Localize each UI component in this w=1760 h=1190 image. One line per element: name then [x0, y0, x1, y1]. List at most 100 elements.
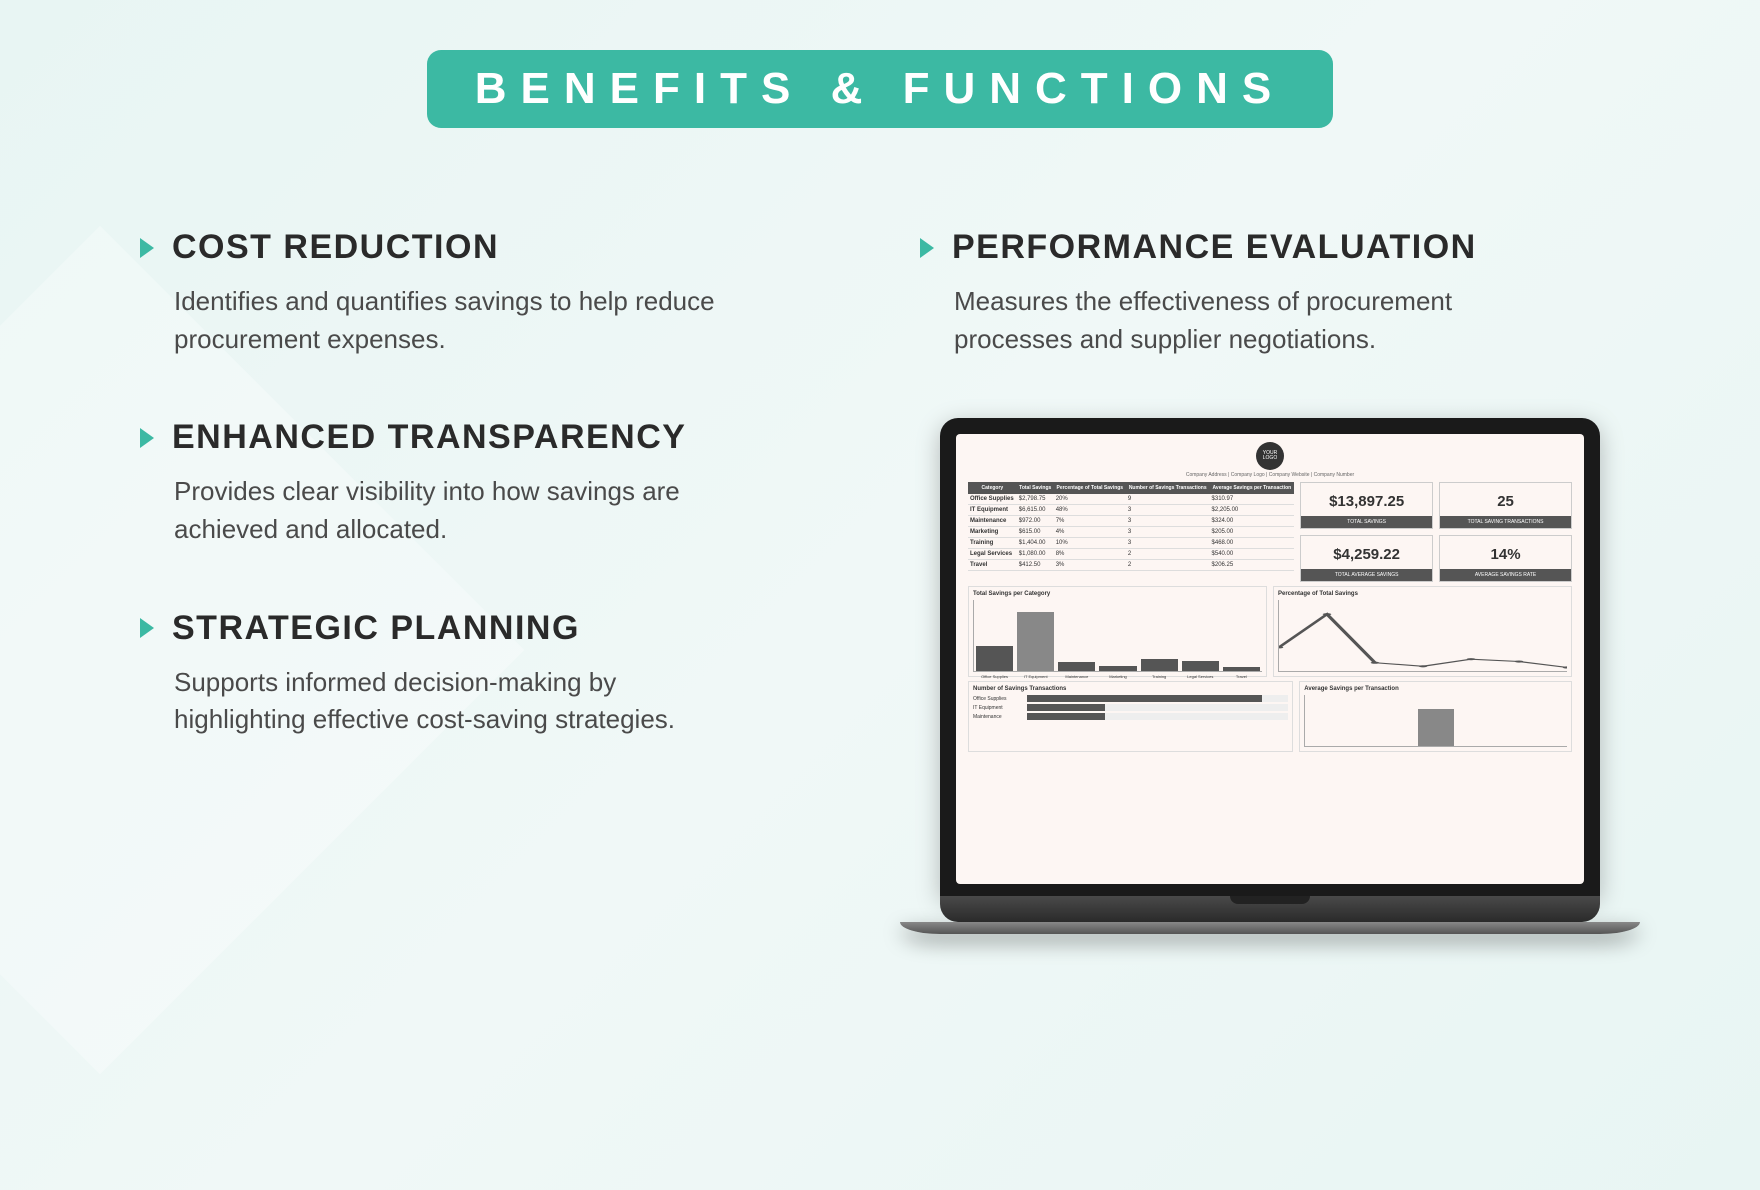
bar-chart-total-savings: Total Savings per Category Office Suppli… — [968, 586, 1267, 677]
single-bar — [1304, 695, 1567, 747]
benefit-heading: STRATEGIC PLANNING — [140, 609, 840, 648]
hbar-label: IT Equipment — [973, 705, 1023, 711]
bar-label: Office Supplies — [981, 674, 1008, 679]
table-cell: 3 — [1126, 527, 1210, 538]
table-cell: 4% — [1054, 527, 1126, 538]
hbar-fill — [1027, 713, 1105, 720]
hbar-label: Office Supplies — [973, 696, 1023, 702]
table-cell: $1,080.00 — [1017, 549, 1054, 560]
table-cell: Training — [968, 538, 1017, 549]
benefit-cost-reduction: COST REDUCTION Identifies and quantifies… — [140, 228, 840, 358]
benefit-desc: Provides clear visibility into how savin… — [174, 473, 734, 548]
table-cell: $6,615.00 — [1017, 505, 1054, 516]
bar-label: Legal Services — [1187, 674, 1213, 679]
table-row: Maintenance$972.007%3$324.00 — [968, 516, 1294, 527]
benefit-desc: Identifies and quantifies savings to hel… — [174, 283, 734, 358]
table-cell: $412.50 — [1017, 560, 1054, 571]
bar-label: IT Equipment — [1024, 674, 1048, 679]
hbar-chart-transactions: Number of Savings Transactions Office Su… — [968, 681, 1293, 752]
benefit-title: ENHANCED TRANSPARENCY — [172, 418, 686, 457]
chart-title: Total Savings per Category — [973, 591, 1262, 597]
benefit-heading: ENHANCED TRANSPARENCY — [140, 418, 840, 457]
chart-title: Percentage of Total Savings — [1278, 591, 1567, 597]
kpi-grid: $13,897.25 TOTAL SAVINGS 25 TOTAL SAVING… — [1300, 482, 1572, 582]
kpi-transactions: 25 TOTAL SAVING TRANSACTIONS — [1439, 482, 1572, 529]
dashboard-screen: YOUR LOGO Company Address | Company Logo… — [956, 434, 1584, 884]
laptop-mockup: YOUR LOGO Company Address | Company Logo… — [940, 418, 1600, 934]
table-cell: IT Equipment — [968, 505, 1017, 516]
table-cell: $205.00 — [1210, 527, 1295, 538]
table-row: Training$1,404.0010%3$468.00 — [968, 538, 1294, 549]
benefit-desc: Supports informed decision-making by hig… — [174, 664, 734, 739]
kpi-value: 25 — [1440, 483, 1571, 516]
table-cell: 48% — [1054, 505, 1126, 516]
left-column: COST REDUCTION Identifies and quantifies… — [140, 228, 840, 799]
table-cell: $615.00 — [1017, 527, 1054, 538]
table-cell: 20% — [1054, 494, 1126, 505]
table-row: Travel$412.503%2$206.25 — [968, 560, 1294, 571]
kpi-total-savings: $13,897.25 TOTAL SAVINGS — [1300, 482, 1433, 529]
dashboard-subheader: Company Address | Company Logo | Company… — [968, 472, 1572, 478]
kpi-value: $13,897.25 — [1301, 483, 1432, 516]
table-cell: $540.00 — [1210, 549, 1295, 560]
bar-label: Training — [1152, 674, 1166, 679]
table-cell: Maintenance — [968, 516, 1017, 527]
benefit-heading: PERFORMANCE EVALUATION — [920, 228, 1620, 267]
bar-label: Marketing — [1109, 674, 1127, 679]
kpi-value: $4,259.22 — [1301, 536, 1432, 569]
hbar-label: Maintenance — [973, 714, 1023, 720]
benefit-strategic-planning: STRATEGIC PLANNING Supports informed dec… — [140, 609, 840, 739]
table-cell: 2 — [1126, 560, 1210, 571]
table-cell: $310.97 — [1210, 494, 1295, 505]
kpi-value: 14% — [1440, 536, 1571, 569]
kpi-savings-rate: 14% AVERAGE SAVINGS RATE — [1439, 535, 1572, 582]
table-cell: 3 — [1126, 538, 1210, 549]
dashboard-logo: YOUR LOGO — [1256, 442, 1284, 470]
savings-table: CategoryTotal SavingsPercentage of Total… — [968, 482, 1294, 582]
chart-bar: Marketing — [1099, 666, 1136, 671]
table-cell: 8% — [1054, 549, 1126, 560]
benefit-enhanced-transparency: ENHANCED TRANSPARENCY Provides clear vis… — [140, 418, 840, 548]
hbar-row: Office Supplies — [973, 695, 1288, 702]
chart-bar: Legal Services — [1182, 661, 1219, 671]
hbar-fill — [1027, 704, 1105, 711]
table-cell: $2,798.75 — [1017, 494, 1054, 505]
laptop-base — [940, 896, 1600, 922]
table-cell: 3% — [1054, 560, 1126, 571]
chart-title: Number of Savings Transactions — [973, 686, 1288, 692]
table-row: Legal Services$1,080.008%2$540.00 — [968, 549, 1294, 560]
table-header: Number of Savings Transactions — [1126, 482, 1210, 494]
benefit-performance-evaluation: PERFORMANCE EVALUATION Measures the effe… — [920, 228, 1620, 358]
table-cell: 3 — [1126, 516, 1210, 527]
kpi-label: TOTAL AVERAGE SAVINGS — [1301, 569, 1432, 581]
table-cell: 9 — [1126, 494, 1210, 505]
content-area: COST REDUCTION Identifies and quantifies… — [0, 128, 1760, 799]
page-title: BENEFITS & FUNCTIONS — [427, 50, 1333, 128]
triangle-bullet-icon — [920, 238, 934, 258]
benefit-title: COST REDUCTION — [172, 228, 499, 267]
hbar-track — [1027, 704, 1288, 711]
table-header: Total Savings — [1017, 482, 1054, 494]
hbar-row: Maintenance — [973, 713, 1288, 720]
chart-bar: Office Supplies — [976, 646, 1013, 671]
triangle-bullet-icon — [140, 238, 154, 258]
line-chart-percentage: Percentage of Total Savings — [1273, 586, 1572, 677]
kpi-avg-savings: $4,259.22 TOTAL AVERAGE SAVINGS — [1300, 535, 1433, 582]
table-cell: Marketing — [968, 527, 1017, 538]
chart-title: Average Savings per Transaction — [1304, 686, 1567, 692]
benefit-title: PERFORMANCE EVALUATION — [952, 228, 1477, 267]
chart-bar: Training — [1141, 659, 1178, 671]
benefit-heading: COST REDUCTION — [140, 228, 840, 267]
dashboard-row-3: Number of Savings Transactions Office Su… — [968, 681, 1572, 752]
table-cell: $972.00 — [1017, 516, 1054, 527]
laptop-foot — [900, 922, 1640, 934]
avg-savings-chart: Average Savings per Transaction — [1299, 681, 1572, 752]
laptop-screen-frame: YOUR LOGO Company Address | Company Logo… — [940, 418, 1600, 896]
table-header: Category — [968, 482, 1017, 494]
dashboard-charts-row: Total Savings per Category Office Suppli… — [968, 586, 1572, 677]
table-row: Marketing$615.004%3$205.00 — [968, 527, 1294, 538]
kpi-label: TOTAL SAVINGS — [1301, 516, 1432, 528]
chart-bar: Travel — [1223, 667, 1260, 671]
hbar-row: IT Equipment — [973, 704, 1288, 711]
chart-bar: IT Equipment — [1017, 612, 1054, 671]
